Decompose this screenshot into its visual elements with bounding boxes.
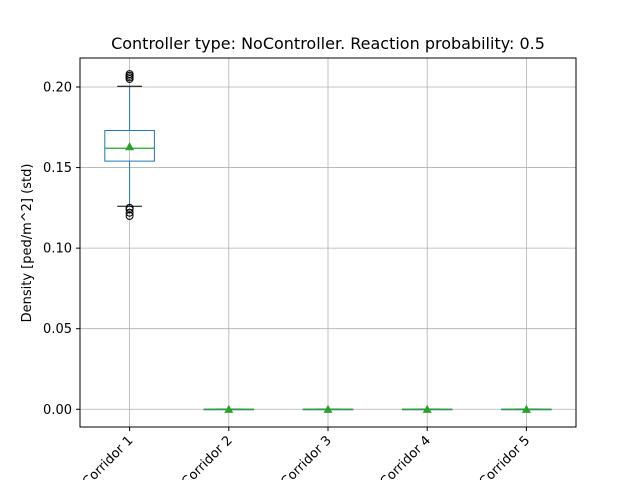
mean-marker: [422, 404, 432, 413]
y-tick-label: 0.05: [43, 322, 72, 337]
box-group: [501, 404, 552, 413]
box-group: [401, 404, 453, 413]
box-group: [302, 404, 354, 413]
mean-marker: [224, 404, 234, 413]
y-tick-label: 0.00: [43, 403, 72, 418]
y-axis-label: Density [ped/m^2] (std): [20, 164, 35, 323]
x-tick-label: Corridor 3: [278, 433, 335, 480]
y-tick-label: 0.20: [43, 81, 72, 96]
y-tick-label: 0.15: [43, 161, 72, 176]
box-iqr: [104, 130, 155, 162]
outlier-point: [125, 203, 134, 212]
outlier-point: [125, 211, 134, 220]
grid-layer: [80, 58, 576, 427]
axis-layer: 0.00 0.05 0.10 0.15 0.20 Corridor 1 Corridor 2…: [43, 57, 577, 480]
x-tick-label: Corridor 5: [477, 433, 534, 480]
box-layer: [104, 70, 552, 413]
x-tick-label: Corridor 2: [179, 433, 236, 480]
y-tick-label: 0.10: [43, 242, 72, 257]
mean-marker: [323, 404, 333, 413]
chart-title: Controller type: NoController. Reaction …: [111, 34, 545, 53]
x-tick-label: Corridor 4: [377, 433, 434, 480]
outlier-point: [125, 70, 134, 79]
mean-marker: [521, 404, 531, 413]
box-group: [104, 70, 155, 220]
x-tick-label: Corridor 1: [80, 433, 137, 480]
mean-marker: [125, 142, 135, 151]
box-group: [203, 404, 255, 413]
outlier-point: [125, 208, 134, 217]
